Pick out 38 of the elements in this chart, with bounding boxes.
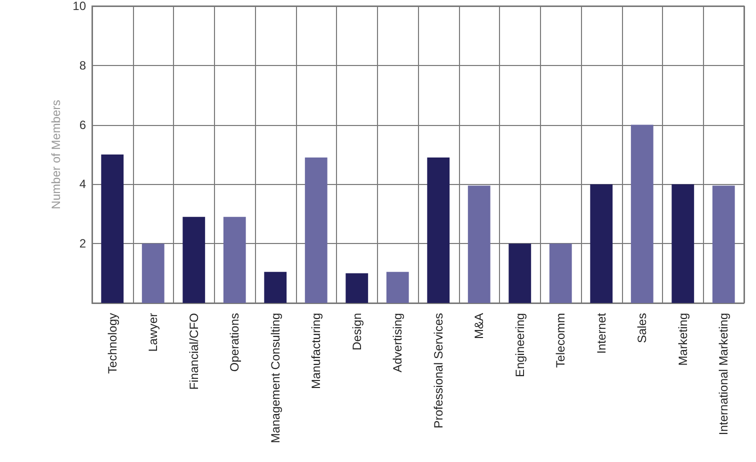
x-tick-label: International Marketing <box>716 313 731 436</box>
y-tick-label: 10 <box>72 0 86 13</box>
bar <box>346 273 368 303</box>
bar <box>101 154 124 303</box>
x-tick-label: Operations <box>228 313 242 372</box>
x-tick-label: Engineering <box>512 313 527 378</box>
bar <box>142 244 164 303</box>
y-tick-label: 8 <box>79 58 86 72</box>
x-tick-label: Sales <box>635 313 650 344</box>
x-tick-label: Telecomm <box>554 313 568 368</box>
x-tick-label: Management Consulting <box>268 313 282 444</box>
bar <box>672 184 694 303</box>
bar <box>223 216 246 303</box>
x-tick-label: Marketing <box>676 313 690 366</box>
x-tick-label: M&A <box>472 313 486 340</box>
x-tick-label: Financial/CFO <box>186 313 201 390</box>
bar <box>549 244 572 303</box>
bar <box>264 272 287 303</box>
bar <box>468 186 490 303</box>
x-tick-label: Technology <box>105 313 120 374</box>
y-tick-label: 2 <box>79 236 86 251</box>
bar <box>427 157 450 303</box>
bar <box>630 124 654 303</box>
x-tick-label: Manufacturing <box>309 313 324 390</box>
bar <box>386 272 409 303</box>
y-tick-label: 4 <box>79 177 86 192</box>
x-tick-label: Professional Services <box>431 313 446 428</box>
bar <box>304 157 328 303</box>
bar <box>508 244 532 303</box>
y-axis-title: Number of Members <box>48 100 63 210</box>
bar <box>182 216 206 303</box>
x-tick-label: Internet <box>594 312 608 354</box>
x-tick-label: Advertising <box>390 313 405 372</box>
bar <box>590 184 613 303</box>
x-tick-label: Lawyer <box>146 313 160 352</box>
x-tick-label: Design <box>350 313 364 350</box>
bar <box>712 186 735 303</box>
y-tick-label: 6 <box>79 118 86 132</box>
